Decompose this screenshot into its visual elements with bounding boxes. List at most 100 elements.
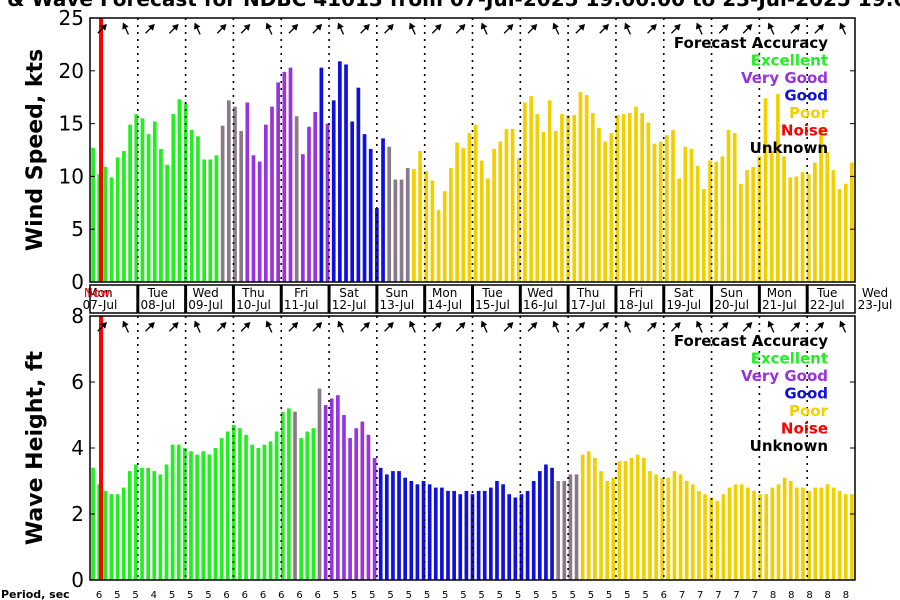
- chart-title: Wind & Wave Forecast for NDBC 41013 from…: [0, 0, 900, 11]
- wind-direction-arrow: [839, 22, 847, 35]
- wind-bar: [325, 123, 330, 282]
- wind-legend-item: Good: [784, 87, 828, 105]
- period-value: 4: [151, 590, 157, 600]
- wind-bar: [257, 161, 262, 282]
- period-value: 5: [387, 590, 393, 600]
- wind-bar: [535, 114, 540, 282]
- wind-bar: [91, 147, 95, 282]
- wave-bar: [158, 474, 163, 580]
- period-value: 5: [369, 590, 375, 600]
- wave-bar: [433, 487, 438, 580]
- period-value: 5: [351, 590, 357, 600]
- wind-bar: [757, 156, 762, 282]
- wave-direction-arrow: [455, 322, 466, 332]
- wave-bar: [427, 484, 432, 580]
- wind-direction-arrow: [409, 22, 416, 35]
- period-value: 8: [788, 590, 794, 600]
- wave-ytick-label: 0: [71, 568, 84, 592]
- date-day-date: 09-Jul: [188, 298, 223, 312]
- wind-direction-arrow: [624, 22, 632, 35]
- period-value: 5: [624, 590, 630, 600]
- wind-bar: [504, 128, 509, 282]
- wind-ytick-label: 15: [59, 112, 84, 136]
- wave-bar: [843, 494, 848, 580]
- wind-bar: [671, 129, 675, 282]
- wave-direction-arrow: [409, 320, 416, 333]
- wave-direction-arrow: [742, 322, 753, 332]
- wave-bar: [482, 490, 487, 580]
- wave-bar: [176, 444, 181, 580]
- wave-bar: [556, 481, 561, 580]
- wave-direction-arrow: [767, 320, 775, 333]
- wave-bar: [452, 490, 456, 580]
- wind-bar: [473, 124, 478, 282]
- date-day-name: Sun: [720, 286, 743, 300]
- wind-direction-arrow: [503, 24, 514, 34]
- wind-bar: [338, 61, 342, 282]
- wind-direction-arrow: [240, 24, 251, 34]
- wave-bar: [225, 431, 230, 580]
- date-day-date: 11-Jul: [284, 298, 319, 312]
- wind-bar: [800, 172, 805, 282]
- period-value: 5: [424, 590, 430, 600]
- wind-bar: [739, 183, 743, 282]
- wind-ytick-label: 20: [59, 59, 84, 83]
- wind-bar: [831, 170, 836, 282]
- wind-legend-item: Very Good: [741, 69, 828, 87]
- wind-bar: [226, 100, 231, 283]
- wind-bar: [813, 162, 817, 282]
- wind-direction-arrow: [670, 24, 681, 34]
- wave-ytick-label: 8: [71, 304, 84, 328]
- wind-bar: [751, 166, 756, 282]
- wind-bar: [621, 114, 626, 282]
- wind-bar: [313, 111, 318, 282]
- date-day-name: Mon: [87, 286, 112, 300]
- wind-bar: [245, 102, 250, 282]
- wave-bar: [409, 481, 414, 580]
- date-day-date: 19-Jul: [666, 298, 701, 312]
- wind-bar: [646, 122, 651, 282]
- wave-bar: [464, 490, 469, 580]
- wave-bar: [807, 490, 811, 580]
- period-label: Period, sec: [1, 588, 70, 600]
- wave-direction-arrow: [312, 322, 323, 332]
- wave-bar: [152, 471, 157, 580]
- wave-bar: [739, 484, 744, 580]
- wave-bar: [189, 451, 193, 580]
- wind-bar: [702, 189, 706, 282]
- wave-ylabel: Wave Height, ft: [23, 350, 48, 545]
- wave-direction-arrow: [360, 322, 370, 332]
- period-value: 8: [770, 590, 776, 600]
- period-value: 5: [515, 590, 521, 600]
- wave-direction-arrow: [240, 322, 251, 332]
- wave-direction-arrow: [839, 320, 847, 333]
- wind-bar: [251, 155, 256, 282]
- wind-bar: [566, 115, 570, 283]
- date-day-date: 08-Jul: [140, 298, 175, 312]
- wave-bar: [525, 490, 530, 580]
- wave-bar: [660, 477, 665, 580]
- wind-bar: [745, 170, 749, 282]
- wind-bar: [523, 102, 527, 282]
- wind-bar: [263, 124, 268, 282]
- wind-bar: [510, 128, 515, 282]
- period-value: 5: [642, 590, 648, 600]
- period-value: 6: [260, 590, 266, 600]
- wind-bar: [578, 91, 583, 282]
- wind-plot-frame: [89, 17, 856, 283]
- date-strip: Mon07-JulTue08-JulWed09-JulThu10-JulFri1…: [83, 284, 892, 314]
- wave-bar: [697, 490, 701, 580]
- wave-bar: [323, 405, 328, 580]
- period-value: 8: [825, 590, 831, 600]
- wind-bar: [288, 67, 293, 282]
- wave-bar: [317, 388, 322, 580]
- wave-bar: [635, 454, 640, 580]
- wind-direction-arrow: [288, 24, 299, 34]
- wind-bar: [424, 171, 429, 282]
- wind-direction-arrow: [122, 22, 130, 35]
- period-value: 8: [843, 590, 849, 600]
- wave-bar: [721, 494, 726, 580]
- wind-bar: [140, 118, 145, 282]
- period-value: 6: [278, 590, 284, 600]
- period-value: 5: [132, 590, 138, 600]
